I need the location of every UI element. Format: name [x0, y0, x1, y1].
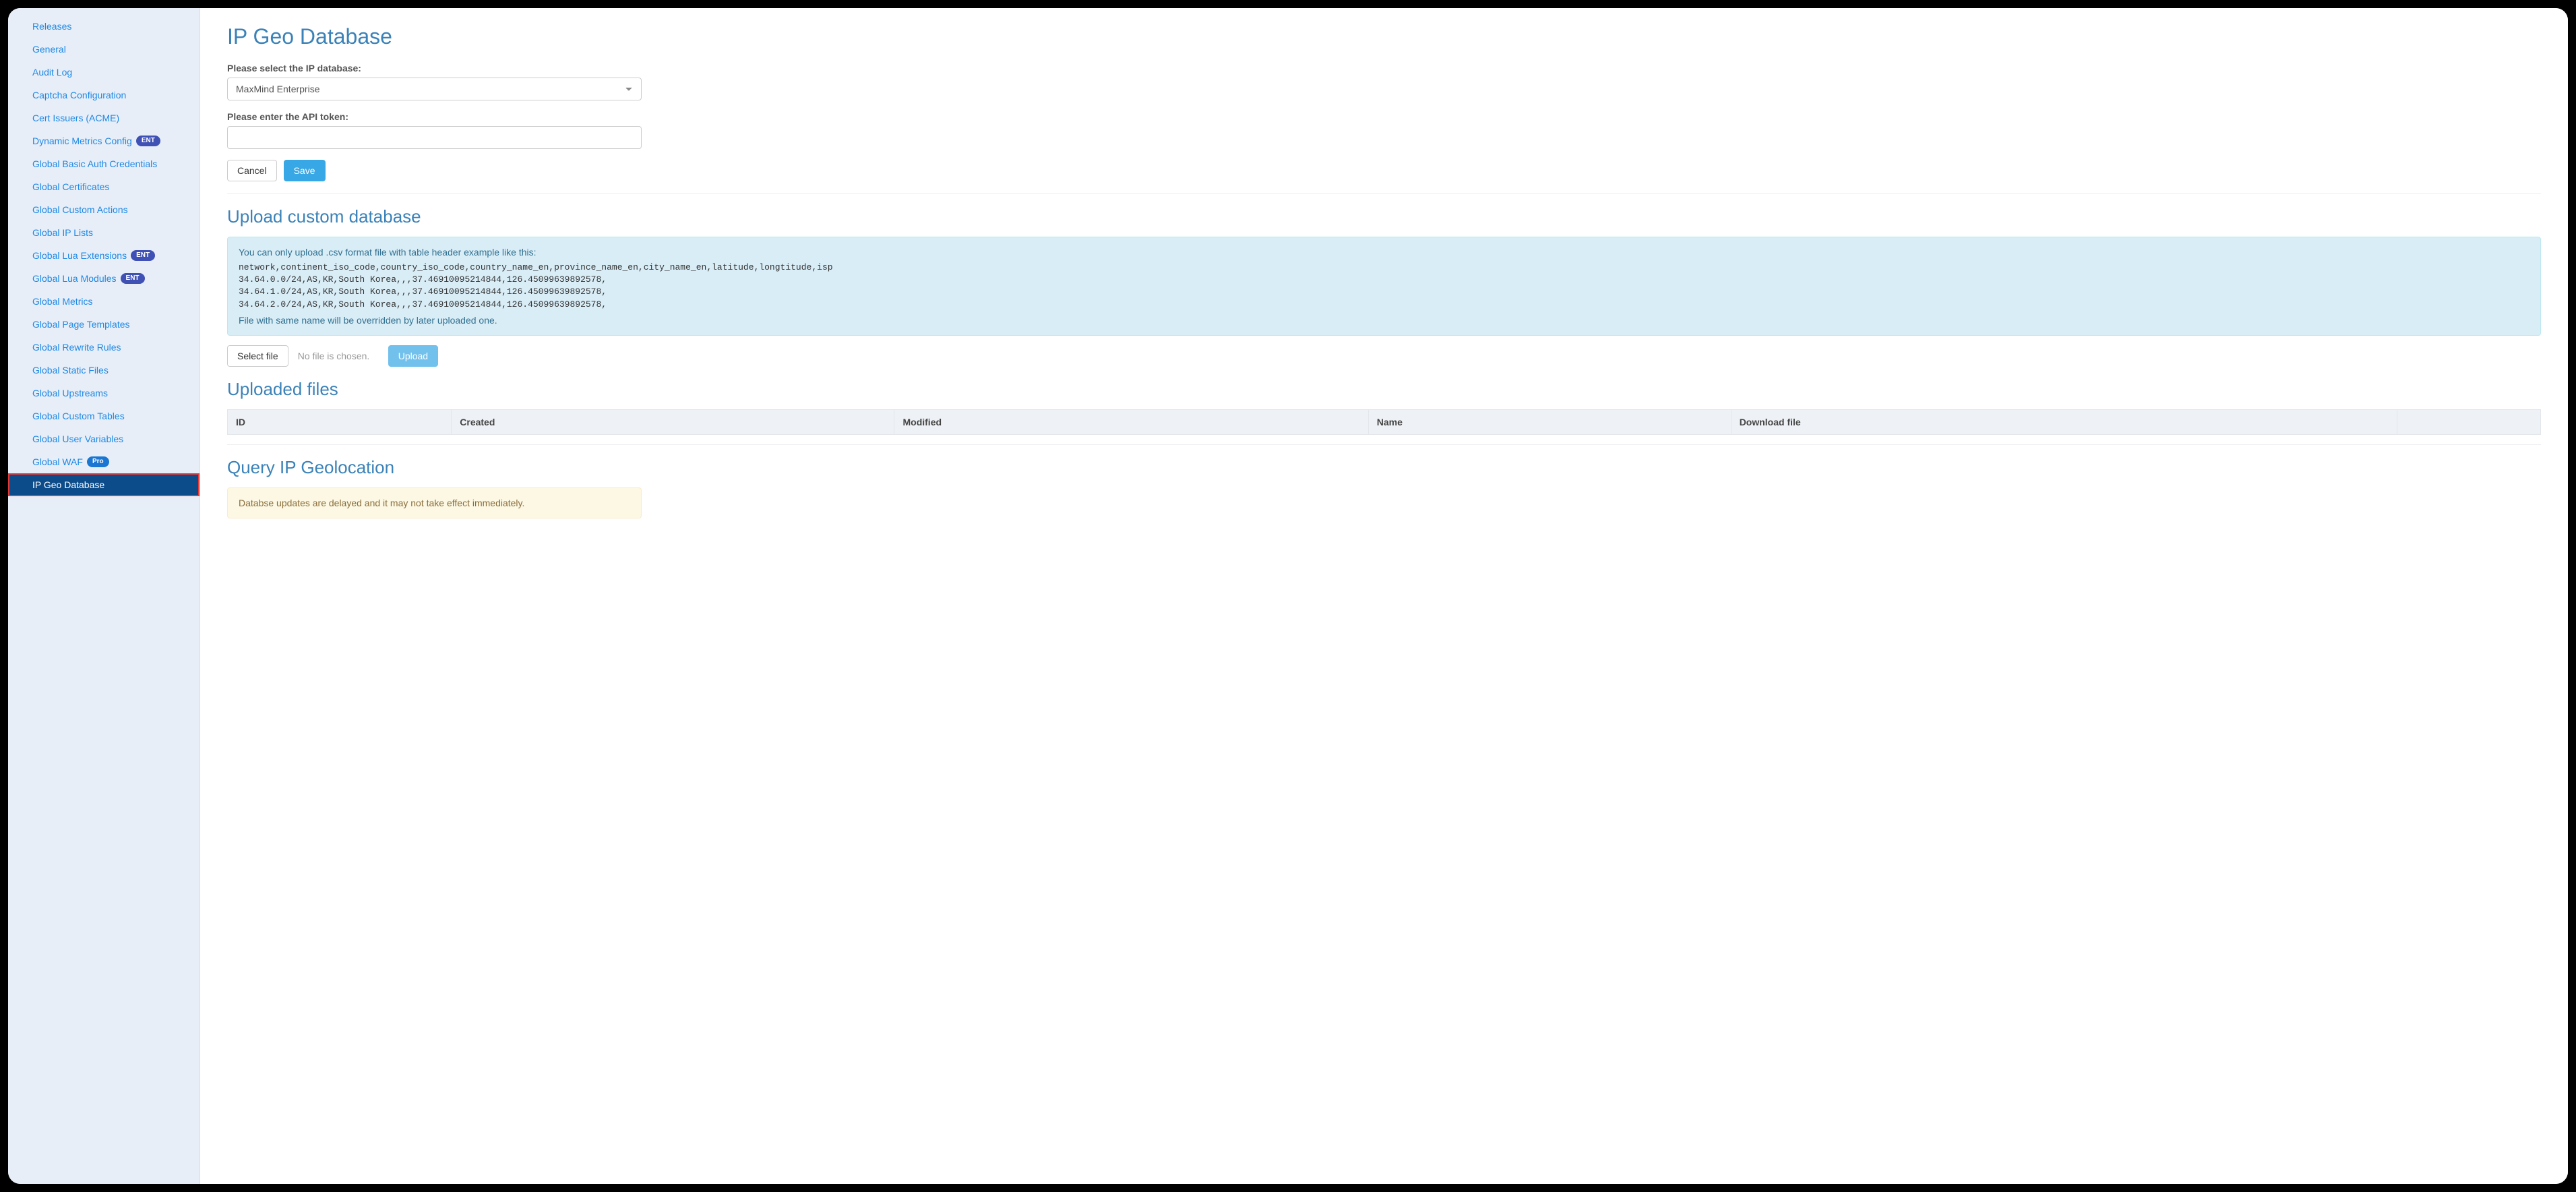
sidebar-item-cert-issuers-acme-[interactable]: Cert Issuers (ACME)	[8, 107, 200, 129]
divider	[227, 193, 2541, 194]
sidebar-item-label: Global Basic Auth Credentials	[32, 158, 157, 169]
sidebar-item-global-basic-auth-credentials[interactable]: Global Basic Auth Credentials	[8, 152, 200, 175]
select-file-button[interactable]: Select file	[227, 345, 288, 367]
uploaded-heading: Uploaded files	[227, 379, 2541, 400]
sidebar-item-global-metrics[interactable]: Global Metrics	[8, 290, 200, 313]
sidebar-item-global-certificates[interactable]: Global Certificates	[8, 175, 200, 198]
api-token-input[interactable]	[227, 126, 642, 149]
sidebar-item-label: Global IP Lists	[32, 227, 93, 238]
main-content: IP Geo Database Please select the IP dat…	[200, 8, 2568, 1184]
sidebar-item-label: Releases	[32, 21, 71, 32]
file-picker-row: Select file No file is chosen. Upload	[227, 345, 2541, 367]
sidebar-item-label: Global Lua Modules	[32, 273, 117, 284]
sidebar-item-label: Global Page Templates	[32, 319, 130, 330]
ent-badge: ENT	[136, 136, 160, 146]
ent-badge: ENT	[121, 273, 145, 284]
sidebar-item-global-custom-tables[interactable]: Global Custom Tables	[8, 405, 200, 427]
db-select-label: Please select the IP database:	[227, 63, 2541, 73]
upload-info-intro: You can only upload .csv format file wit…	[239, 247, 2529, 258]
sidebar-item-label: Global Static Files	[32, 365, 109, 376]
save-button[interactable]: Save	[284, 160, 326, 181]
upload-info-example: network,continent_iso_code,country_iso_c…	[239, 262, 2529, 311]
query-warning-box: Databse updates are delayed and it may n…	[227, 487, 642, 518]
sidebar-item-label: Dynamic Metrics Config	[32, 136, 132, 146]
uploaded-files-table: IDCreatedModifiedNameDownload file	[227, 409, 2541, 435]
cancel-button[interactable]: Cancel	[227, 160, 277, 181]
sidebar-item-global-rewrite-rules[interactable]: Global Rewrite Rules	[8, 336, 200, 359]
sidebar-item-label: Audit Log	[32, 67, 72, 78]
sidebar-item-label: Global Custom Actions	[32, 204, 128, 215]
sidebar-item-global-static-files[interactable]: Global Static Files	[8, 359, 200, 382]
sidebar-item-global-page-templates[interactable]: Global Page Templates	[8, 313, 200, 336]
file-status: No file is chosen.	[298, 351, 379, 361]
upload-info-box: You can only upload .csv format file wit…	[227, 237, 2541, 336]
sidebar-item-label: Cert Issuers (ACME)	[32, 113, 119, 123]
sidebar-item-label: Global Upstreams	[32, 388, 108, 398]
sidebar-item-global-waf[interactable]: Global WAF Pro	[8, 450, 200, 473]
table-col-header: ID	[228, 409, 452, 434]
api-token-label: Please enter the API token:	[227, 111, 2541, 122]
app-window: Releases General Audit Log Captcha Configur…	[8, 8, 2568, 1184]
sidebar-item-label: IP Geo Database	[32, 479, 104, 490]
sidebar-item-global-ip-lists[interactable]: Global IP Lists	[8, 221, 200, 244]
sidebar-item-label: Global Certificates	[32, 181, 109, 192]
table-header-row: IDCreatedModifiedNameDownload file	[228, 409, 2541, 434]
sidebar-item-general[interactable]: General	[8, 38, 200, 61]
upload-heading: Upload custom database	[227, 206, 2541, 227]
sidebar-item-captcha-configuration[interactable]: Captcha Configuration	[8, 84, 200, 107]
sidebar-item-dynamic-metrics-config[interactable]: Dynamic Metrics Config ENT	[8, 129, 200, 152]
sidebar-item-label: Global Rewrite Rules	[32, 342, 121, 353]
sidebar-item-releases[interactable]: Releases	[8, 15, 200, 38]
sidebar-item-label: Global User Variables	[32, 434, 123, 444]
upload-info-note: File with same name will be overridden b…	[239, 315, 2529, 326]
sidebar: Releases General Audit Log Captcha Configur…	[8, 8, 200, 1184]
sidebar-item-global-user-variables[interactable]: Global User Variables	[8, 427, 200, 450]
sidebar-item-label: General	[32, 44, 66, 55]
table-col-header: Name	[1368, 409, 1731, 434]
db-select[interactable]: MaxMind Enterprise	[227, 78, 642, 100]
query-heading: Query IP Geolocation	[227, 457, 2541, 478]
sidebar-item-label: Global Lua Extensions	[32, 250, 127, 261]
sidebar-item-global-upstreams[interactable]: Global Upstreams	[8, 382, 200, 405]
pro-badge: Pro	[87, 456, 109, 467]
form-buttons: Cancel Save	[227, 160, 2541, 181]
sidebar-item-label: Global WAF	[32, 456, 83, 467]
sidebar-item-global-custom-actions[interactable]: Global Custom Actions	[8, 198, 200, 221]
page-title: IP Geo Database	[227, 24, 2541, 49]
divider	[227, 444, 2541, 445]
sidebar-item-label: Global Custom Tables	[32, 411, 125, 421]
sidebar-item-audit-log[interactable]: Audit Log	[8, 61, 200, 84]
table-col-header: Created	[452, 409, 894, 434]
sidebar-item-label: Captcha Configuration	[32, 90, 126, 100]
sidebar-item-ip-geo-database[interactable]: IP Geo Database	[8, 473, 200, 496]
upload-button[interactable]: Upload	[388, 345, 438, 367]
ent-badge: ENT	[131, 250, 155, 261]
sidebar-item-global-lua-modules[interactable]: Global Lua Modules ENT	[8, 267, 200, 290]
table-col-header	[2397, 409, 2540, 434]
sidebar-item-label: Global Metrics	[32, 296, 92, 307]
table-col-header: Modified	[894, 409, 1368, 434]
sidebar-item-global-lua-extensions[interactable]: Global Lua Extensions ENT	[8, 244, 200, 267]
table-col-header: Download file	[1731, 409, 2397, 434]
